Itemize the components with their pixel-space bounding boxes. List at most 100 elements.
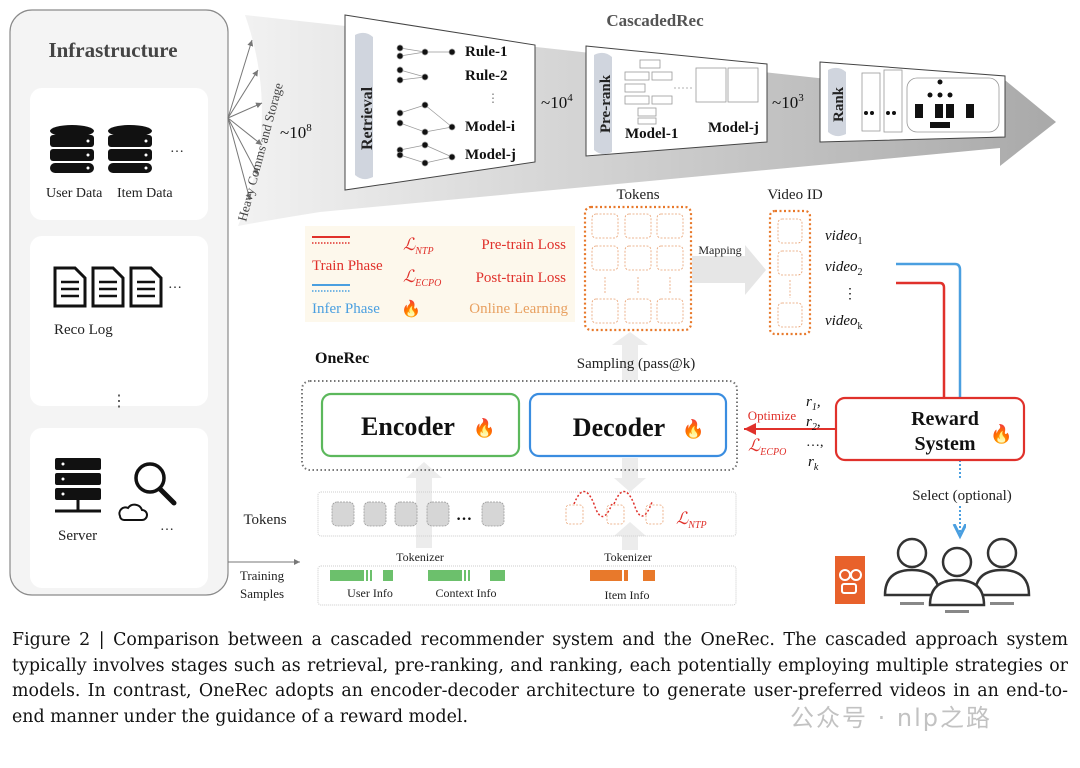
reward-r2: r2, — [806, 414, 821, 433]
count-retrieval: ~108 — [280, 122, 312, 142]
token-ellipsis: … — [456, 507, 472, 524]
reward-fire-icon: 🔥 — [990, 423, 1012, 444]
retrieval-rule-1: Rule-1 — [465, 44, 508, 60]
data-ellipsis: … — [170, 141, 184, 156]
retrieval-network-icon — [396, 44, 456, 167]
encoder-fire-icon: 🔥 — [473, 417, 495, 438]
legend-online-learning: Online Learning — [469, 301, 568, 317]
watermark: 公众号 · nlp之路 — [790, 704, 992, 732]
item-data-database-icon — [108, 125, 152, 173]
infer-phase-line — [896, 262, 962, 398]
retrieval-model-i: Model-i — [465, 119, 515, 135]
encoder-block: Encoder 🔥 — [320, 392, 521, 458]
item-data-label: Item Data — [117, 186, 173, 201]
select-optional-label: Select (optional) — [912, 488, 1012, 504]
search-cloud-icon — [118, 462, 177, 521]
log-card — [30, 236, 208, 406]
tokens-row-label: Tokens — [243, 512, 286, 528]
tokens-row: … ℒNTP — [317, 490, 737, 537]
video-1: video1 — [825, 228, 862, 247]
legend-posttrain-loss: Post-train Loss — [476, 270, 567, 286]
video-id-label: Video ID — [767, 187, 823, 203]
decoder-block: Decoder 🔥 — [528, 392, 728, 458]
encoder-label: Encoder — [361, 412, 455, 441]
rank-card: Rank — [819, 61, 1006, 143]
users-icon — [883, 537, 1031, 613]
log-ellipsis: … — [168, 277, 182, 292]
reward-rk: rk — [808, 454, 819, 473]
figure-diagram: Infrastructure … User Data Item Data … R… — [9, 9, 1056, 613]
legend-train-phase: Train Phase — [312, 258, 383, 274]
optimize-ecpo-loss: ℒECPO — [748, 436, 786, 458]
onerec-title: OneRec — [315, 350, 369, 367]
legend-ecpo-loss-symbol: ℒECPO — [403, 267, 441, 289]
decoder-down-arrow — [614, 458, 646, 492]
mapping-label: Mapping — [698, 243, 741, 257]
user-data-database-icon — [50, 125, 94, 173]
reward-system-label-1: Reward — [911, 408, 979, 430]
training-samples-label-2: Samples — [240, 586, 284, 601]
infrastructure-panel: Infrastructure … User Data Item Data … R… — [9, 9, 229, 596]
kuaishou-app-icon — [835, 556, 865, 604]
video-dots: ⋮ — [843, 287, 857, 302]
item-info-label: Item Info — [605, 588, 650, 602]
count-prerank: ~104 — [541, 92, 573, 112]
video-id-column — [768, 209, 812, 336]
onerec-model-box — [301, 380, 738, 471]
reward-system-block: Reward System 🔥 — [834, 396, 1026, 462]
prerank-card: Pre-rank Model-1 Model-j — [585, 45, 768, 157]
retrieval-dots: ⋮ — [487, 91, 499, 105]
rank-label: Rank — [831, 86, 847, 122]
train-phase-line — [896, 281, 946, 398]
prerank-model-j: Model-j — [708, 120, 759, 136]
reward-system-label-2: System — [914, 433, 975, 455]
document-icons — [53, 266, 163, 308]
reco-log-label: Reco Log — [54, 322, 113, 338]
prerank-model-1: Model-1 — [625, 126, 678, 142]
sampling-label: Sampling (pass@k) — [577, 356, 695, 372]
tokens-ntp-loss: ℒNTP — [676, 509, 707, 531]
retrieval-rule-2: Rule-2 — [465, 68, 508, 84]
server-ellipsis: … — [160, 519, 174, 534]
video-k: videok — [825, 313, 862, 332]
tokenizer-up-arrow-left — [406, 462, 442, 548]
training-samples-label-1: Training — [240, 568, 285, 583]
legend: Train Phase Infer Phase ℒNTP ℒECPO 🔥 Pre… — [305, 226, 575, 322]
cascaded-title: CascadedRec — [606, 11, 704, 30]
user-data-label: User Data — [46, 186, 103, 201]
decoder-fire-icon: 🔥 — [682, 418, 704, 439]
ntp-autoregressive-arrows — [573, 490, 653, 518]
panel-vertical-dots: ⋮ — [111, 393, 127, 410]
reward-ellipsis: …, — [806, 435, 824, 450]
optimize-label: Optimize — [748, 408, 797, 423]
infrastructure-title: Infrastructure — [48, 38, 177, 62]
count-rank: ~103 — [772, 92, 804, 112]
legend-infer-phase: Infer Phase — [312, 301, 380, 317]
legend-pretrain-loss: Pre-train Loss — [481, 237, 566, 253]
retrieval-label: Retrieval — [359, 86, 376, 150]
training-samples-row: User Info Context Info Item Info — [317, 565, 737, 606]
prerank-model-diagram-icon — [624, 59, 759, 125]
server-card — [30, 428, 208, 588]
server-icon — [55, 458, 101, 513]
fan-out-arrows — [227, 39, 263, 201]
mapping-arrow: Mapping — [692, 243, 766, 295]
tokenizer-label-left: Tokenizer — [396, 550, 444, 564]
prerank-label: Pre-rank — [598, 74, 614, 133]
legend-ntp-loss-symbol: ℒNTP — [403, 235, 434, 257]
video-2: video2 — [825, 259, 862, 278]
tokens-grid — [583, 205, 693, 332]
tokenizer-label-right: Tokenizer — [604, 550, 652, 564]
sampling-up-arrow — [612, 332, 648, 380]
rank-model-diagram-icon — [861, 69, 1000, 133]
reward-r1: r1, — [806, 394, 821, 413]
tokens-grid-label: Tokens — [616, 187, 659, 203]
figure-caption: Figure 2 | Comparison between a cascaded… — [12, 630, 1068, 727]
server-label: Server — [58, 528, 97, 544]
retrieval-model-j: Model-j — [465, 147, 516, 163]
legend-fire-icon: 🔥 — [401, 299, 421, 318]
user-info-label: User Info — [347, 586, 393, 600]
retrieval-card: Retrieval Rule-1 Rule-2 ⋮ Model-i Model-… — [344, 14, 536, 191]
decoder-label: Decoder — [573, 413, 665, 442]
context-info-label: Context Info — [436, 586, 497, 600]
